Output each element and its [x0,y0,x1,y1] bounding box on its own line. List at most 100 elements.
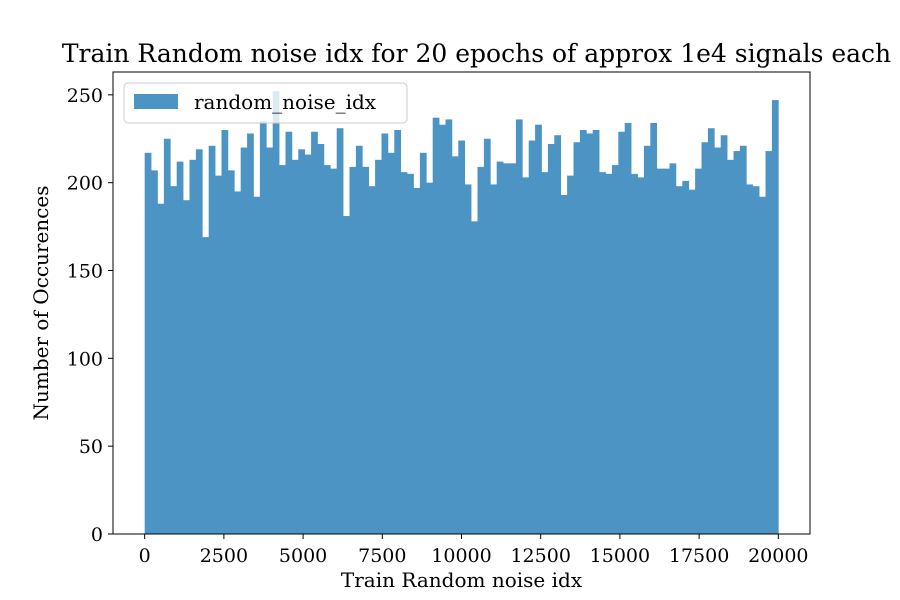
y-axis-ticks: 0 50 100 150 200 250 [67,85,113,546]
y-tick-label: 200 [67,173,103,195]
histogram-bar [362,167,369,534]
histogram-bar [561,195,568,534]
histogram-bar [183,200,190,534]
histogram-bar [574,142,581,534]
histogram-bar [375,160,382,534]
histogram-bar [618,132,625,534]
histogram-bar [337,128,344,534]
histogram-bar [631,174,638,534]
histogram-bar [522,177,529,534]
x-tick-label: 12500 [510,545,570,567]
histogram-bar [151,170,158,534]
y-tick-label: 250 [67,85,103,107]
legend-label: random_noise_idx [194,90,377,114]
histogram-bar [298,149,305,534]
histogram-bar [554,135,561,534]
histogram-bar [586,133,593,534]
histogram-bar [285,132,292,534]
histogram-bar [439,125,446,534]
histogram-bar [638,177,645,534]
histogram-bar [324,165,331,534]
histogram-bars [145,91,779,534]
histogram-bar [413,188,420,534]
histogram-bar [369,186,376,534]
histogram-bar [356,146,363,534]
histogram-bar [727,160,734,534]
histogram-bar [644,146,651,534]
x-tick-label: 17500 [669,545,729,567]
x-axis-ticks: 0 2500 5000 7500 10000 12500 15000 17500 20000 [139,534,809,567]
histogram-bar [221,130,228,534]
histogram-bar [209,146,216,534]
histogram-bar [189,160,196,534]
histogram-bar [734,151,741,534]
histogram-bar [452,156,459,534]
histogram-bar [670,163,677,534]
x-tick-label: 15000 [590,545,650,567]
histogram-bar [548,144,555,534]
histogram-bar [535,125,542,534]
histogram-bar [170,186,177,534]
histogram-bar [273,91,280,534]
histogram-bar [721,135,728,534]
y-tick-label: 100 [67,348,103,370]
histogram-bar [753,186,760,534]
histogram-bar [279,165,286,534]
histogram-bar [516,119,523,534]
histogram-bar [708,128,715,534]
x-tick-label: 20000 [748,545,808,567]
histogram-bar [702,142,709,534]
histogram-bar [567,176,574,534]
histogram-bar [433,118,440,534]
histogram-bar [746,184,753,534]
histogram-bar [580,130,587,534]
histogram-bar [426,183,433,534]
x-axis-label: Train Random noise idx [341,568,583,592]
histogram-bar [388,153,395,534]
x-tick-label: 7500 [358,545,406,567]
histogram-bar [529,141,536,534]
histogram-bar [228,170,235,534]
histogram-bar [157,204,164,534]
histogram-bar [497,162,504,534]
histogram-bar [593,130,600,534]
legend: random_noise_idx [124,83,407,123]
x-tick-label: 0 [139,545,151,567]
histogram-bar [407,174,414,534]
y-tick-label: 150 [67,261,103,283]
histogram-bar [420,153,427,534]
histogram-bar [266,148,273,534]
legend-swatch [134,94,178,109]
histogram-bar [202,237,209,534]
histogram-bar [311,132,318,534]
histogram-bar [343,216,350,534]
histogram-bar [241,148,248,534]
histogram-bar [381,133,388,534]
histogram-bar [177,162,184,534]
histogram-bar [682,181,689,534]
histogram-bar [445,119,452,534]
histogram-bar [305,155,312,534]
histogram-bar [215,176,222,534]
y-tick-label: 50 [79,436,103,458]
histogram-bar [292,160,299,534]
histogram-bar [510,163,517,534]
histogram-bar [478,167,485,534]
histogram-bar [260,121,267,534]
histogram-bar [317,144,324,534]
histogram-bar [740,146,747,534]
histogram-bar [625,123,632,534]
histogram-bar [766,151,773,534]
histogram-bar [606,174,613,534]
histogram-bar [145,153,152,534]
histogram-bar [663,169,670,534]
histogram-bar [676,186,683,534]
histogram-bar [164,139,171,534]
histogram-bar [657,169,664,534]
x-tick-label: 5000 [279,545,327,567]
histogram-bar [695,169,702,534]
histogram-bar [465,184,472,534]
histogram-bar [253,197,260,534]
histogram-bar [650,123,657,534]
histogram-bar [542,172,549,534]
